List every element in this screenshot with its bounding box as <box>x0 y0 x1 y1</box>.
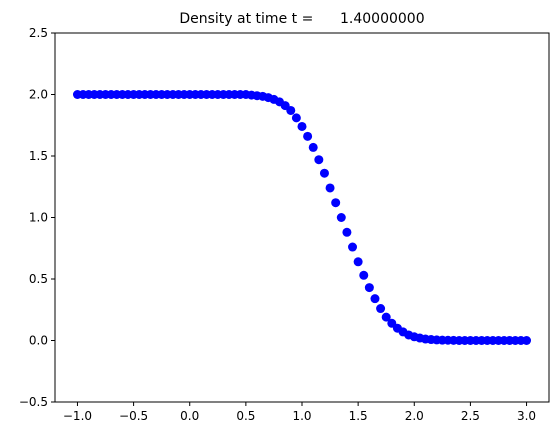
chart-title: Density at time t = 1.40000000 <box>179 11 424 27</box>
data-point <box>364 283 374 293</box>
data-point <box>370 294 380 304</box>
data-point <box>348 242 358 252</box>
data-point <box>319 168 329 178</box>
x-tick-label: 2.5 <box>461 409 480 423</box>
data-point <box>336 213 346 222</box>
data-point <box>522 336 532 345</box>
data-point <box>303 131 313 141</box>
data-point <box>381 312 391 322</box>
x-tick-label: 2.0 <box>405 409 424 423</box>
y-tick-label: −0.5 <box>19 395 48 409</box>
y-axis: −0.5 0.0 0.5 1.0 1.5 2.0 2.5 <box>19 26 55 409</box>
x-tick-label: 1.5 <box>349 409 368 423</box>
data-point <box>331 198 341 208</box>
y-tick-label: 1.5 <box>29 149 48 163</box>
data-point <box>297 121 307 131</box>
data-point <box>291 113 301 123</box>
data-point <box>325 183 335 193</box>
x-tick-label: 0.5 <box>236 409 255 423</box>
y-tick-label: 2.0 <box>29 88 48 102</box>
y-tick-label: 0.5 <box>29 272 48 286</box>
x-tick-label: −1.0 <box>63 409 92 423</box>
data-point <box>353 257 363 267</box>
plot-area <box>72 90 532 345</box>
x-axis: −1.0 −0.5 0.0 0.5 1.0 1.5 2.0 2.5 3.0 <box>63 402 536 423</box>
data-point <box>314 155 324 165</box>
data-point <box>359 270 369 280</box>
data-point <box>342 227 352 237</box>
x-tick-label: 3.0 <box>517 409 536 423</box>
y-tick-label: 0.0 <box>29 334 48 348</box>
y-tick-label: 1.0 <box>29 211 48 225</box>
data-point <box>286 105 296 115</box>
x-tick-label: 0.0 <box>180 409 199 423</box>
x-tick-label: −0.5 <box>119 409 148 423</box>
axes-frame <box>54 32 550 403</box>
data-point <box>308 142 318 152</box>
data-point <box>376 304 386 314</box>
y-tick-label: 2.5 <box>29 26 48 40</box>
x-tick-label: 1.0 <box>292 409 311 423</box>
